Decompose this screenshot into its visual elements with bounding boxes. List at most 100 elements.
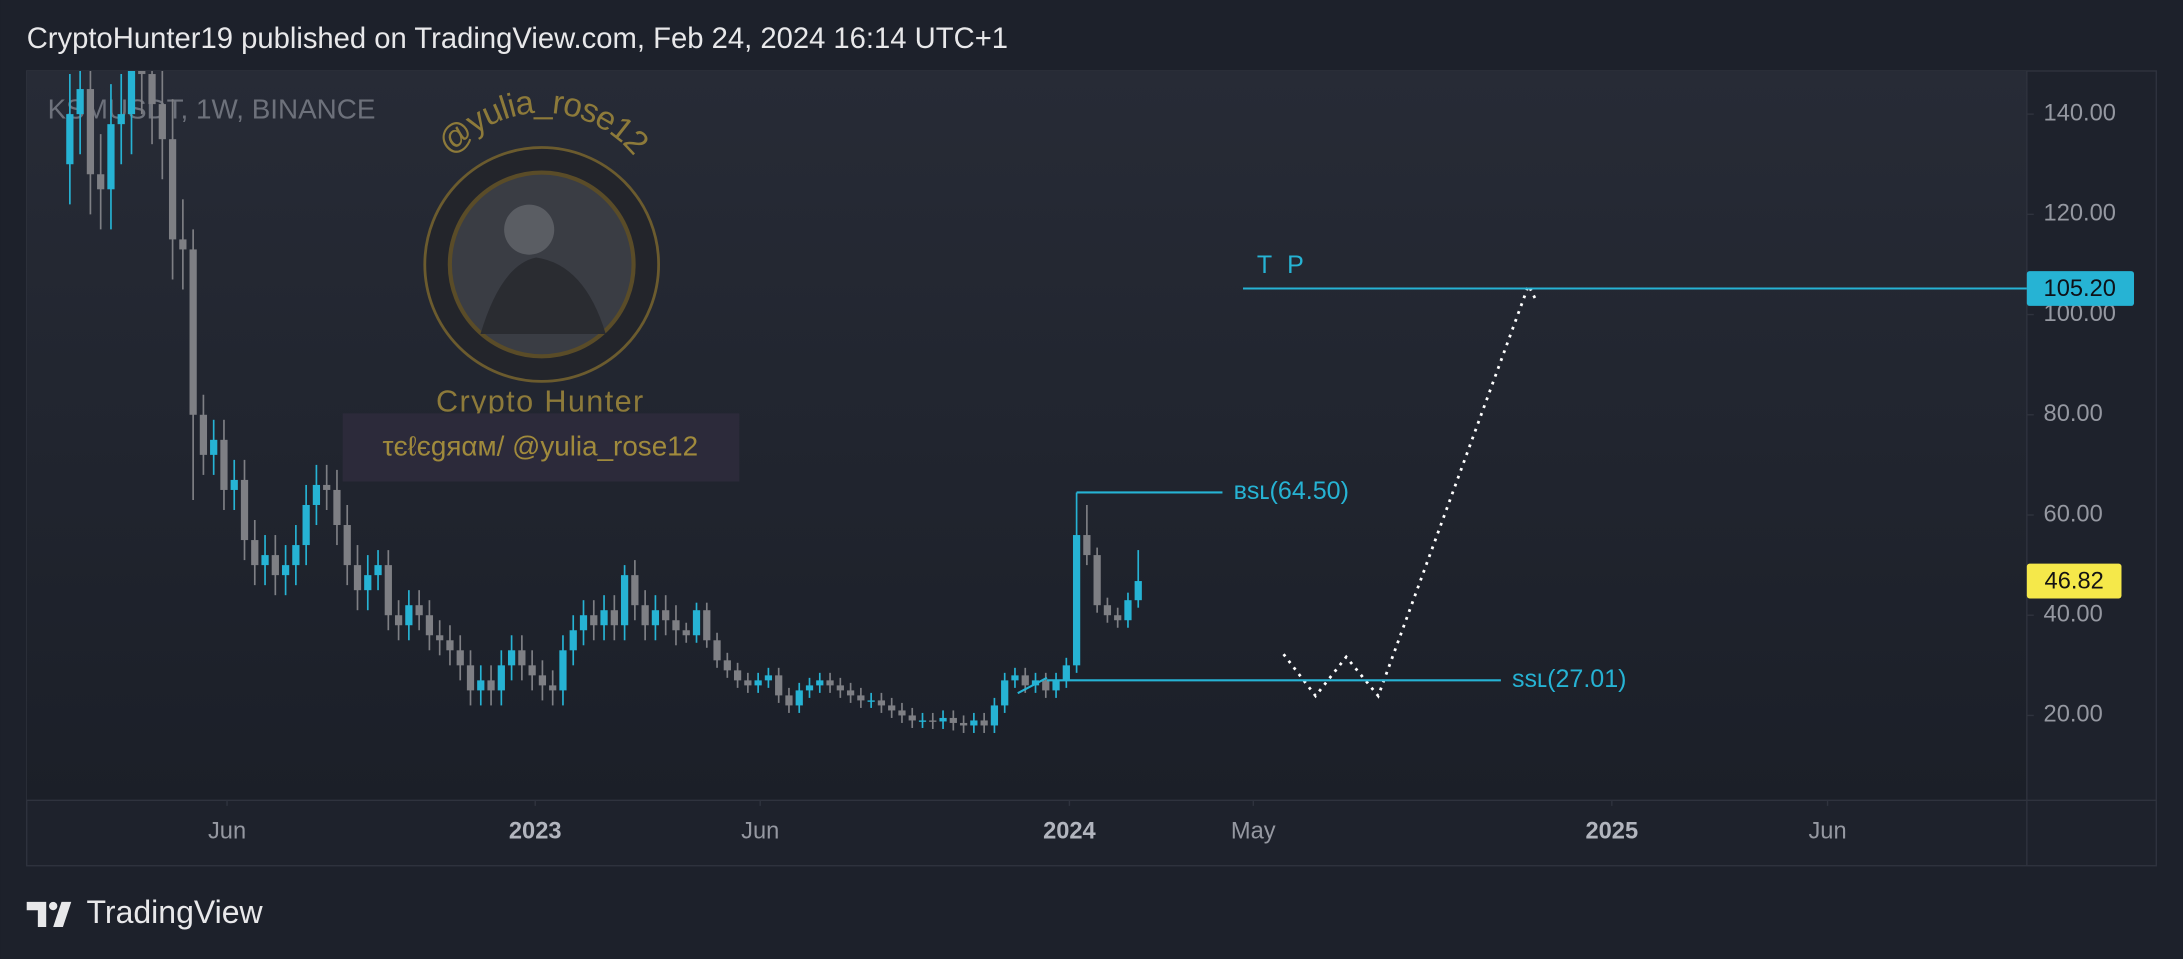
candle-body <box>590 615 598 626</box>
candle-body <box>384 565 392 616</box>
candle-body <box>877 700 886 706</box>
y-tick-label: 20.00 <box>2044 702 2103 728</box>
logo-dot <box>48 901 58 911</box>
candle-body <box>651 610 660 626</box>
price-label-box <box>2026 271 2135 306</box>
overlay: 20.0040.0060.0080.00100.00120.00140.00Ju… <box>208 100 2135 845</box>
y-tick-label: 140.00 <box>2044 100 2116 126</box>
candle-body <box>323 484 331 490</box>
candle-body <box>1062 665 1070 681</box>
candle-body <box>990 705 999 726</box>
candle-body <box>466 665 475 691</box>
candle-body <box>261 555 269 566</box>
candle-body <box>908 715 916 721</box>
candle-body <box>199 414 208 455</box>
candle-body <box>97 174 105 190</box>
candle-body <box>754 680 762 686</box>
candle-body <box>1093 555 1101 606</box>
header-title: CryptoHunter19 published on TradingView.… <box>27 23 1008 55</box>
candle-body <box>846 690 855 696</box>
candle-body <box>497 665 505 691</box>
candle-body <box>970 720 978 726</box>
candle-body <box>528 665 536 676</box>
x-tick-label: May <box>1231 819 1276 845</box>
candle-body <box>713 640 721 661</box>
x-tick-label: Jun <box>208 819 246 845</box>
candle-body <box>240 479 249 541</box>
candle-body <box>117 114 125 125</box>
candle-body <box>507 650 516 666</box>
candle-body <box>610 610 618 626</box>
candle-body <box>569 630 577 651</box>
candle-body <box>138 70 146 75</box>
candle-body <box>1114 615 1122 621</box>
candle-body <box>1124 600 1132 621</box>
candle-body <box>220 439 228 490</box>
candle-body <box>1011 675 1019 681</box>
candle-body <box>179 239 187 250</box>
candle-body <box>1001 680 1009 706</box>
y-tick-label: 80.00 <box>2044 401 2103 427</box>
candle-body <box>549 685 557 691</box>
candle-body <box>980 720 988 726</box>
candle-body <box>394 615 403 626</box>
candle-body <box>723 660 731 671</box>
candle-body <box>620 575 629 626</box>
candle-body <box>600 610 608 626</box>
logo-mark <box>53 901 72 927</box>
candle-body <box>343 525 351 566</box>
candle-body <box>898 710 906 716</box>
watermark-name: Crypto Hunter <box>436 385 645 419</box>
avatar-body <box>480 257 606 335</box>
y-tick-label: 40.00 <box>2044 601 2103 627</box>
candle-body <box>415 605 423 616</box>
candle-body <box>836 685 844 691</box>
candle-body <box>333 489 341 526</box>
plot-area <box>26 70 2027 801</box>
candle-body <box>559 650 567 691</box>
candle-body <box>867 700 875 702</box>
price-label: 105.20 <box>2044 276 2116 302</box>
candle-body <box>631 575 639 606</box>
candle-body <box>425 615 434 636</box>
candle-body <box>518 650 526 666</box>
candle-body <box>364 575 372 591</box>
candle-body <box>76 89 84 115</box>
candle-body <box>764 675 773 681</box>
candle-body <box>733 670 742 681</box>
candle-body <box>579 615 588 631</box>
last-price-box <box>2026 563 2122 599</box>
candle-body <box>888 705 896 711</box>
candle-body <box>107 124 115 190</box>
candle-body <box>374 565 382 576</box>
watermark: @yulia_rose12 Crypto Hunter τєℓєgяαм/ @y… <box>342 84 740 482</box>
candle-body <box>477 680 485 691</box>
candle-body <box>456 650 464 666</box>
candle-body <box>929 720 937 722</box>
candle-body <box>795 690 803 706</box>
candle-body <box>353 565 362 591</box>
y-tick-label: 120.00 <box>2044 201 2116 227</box>
y-tick-label: 60.00 <box>2044 501 2103 527</box>
candle-body <box>1021 675 1029 686</box>
candle-body <box>210 439 218 455</box>
candle-body <box>487 680 495 691</box>
candle-body <box>66 114 74 165</box>
candle-body <box>682 630 690 636</box>
plot <box>66 70 1142 733</box>
candle-body <box>816 680 824 686</box>
x-tick-label: 2025 <box>1585 819 1638 845</box>
candle-body <box>1103 605 1112 616</box>
candle-body <box>271 555 279 576</box>
trend-line <box>1017 676 1048 695</box>
candle-body <box>312 484 321 505</box>
candle-body <box>662 610 670 621</box>
x-tick-label: Jun <box>741 819 779 845</box>
candle-body <box>446 640 454 651</box>
candle-body <box>1134 581 1142 601</box>
candle-body <box>744 680 752 686</box>
candle-body <box>281 565 290 576</box>
x-tick-label: Jun <box>1808 819 1846 845</box>
footer-logo <box>26 901 72 927</box>
